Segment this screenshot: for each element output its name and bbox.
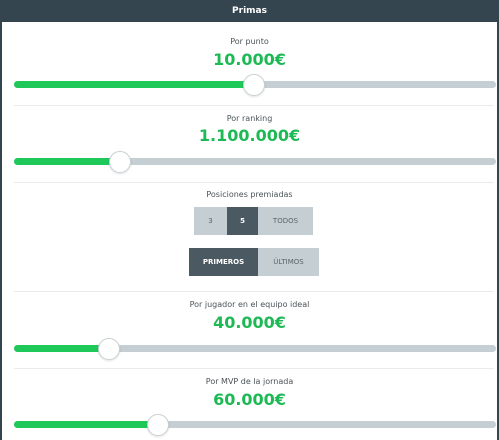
option-label: TODOS — [272, 217, 299, 225]
slider-fill — [14, 158, 121, 165]
header-title: Primas — [232, 6, 267, 16]
option-label: 3 — [208, 217, 213, 225]
posiciones-section: Posiciones premiadas 3 5 TODOS PRIMEROS … — [2, 183, 497, 291]
orden-option-ultimos[interactable]: ÚLTIMOS — [258, 248, 319, 276]
slider-track — [14, 345, 496, 352]
left-border — [0, 22, 2, 440]
por-jugador-value: 40.000€ — [213, 313, 286, 332]
posiciones-label: Posiciones premiadas — [206, 190, 293, 199]
posiciones-segmented-control: 3 5 TODOS — [194, 207, 313, 235]
option-label: PRIMEROS — [202, 258, 245, 266]
slider-fill — [14, 421, 159, 428]
option-label: 5 — [240, 217, 245, 225]
slider-thumb[interactable] — [243, 74, 266, 96]
slider-fill — [14, 81, 255, 88]
por-mvp-value: 60.000€ — [213, 390, 286, 409]
primas-header: Primas — [0, 0, 499, 22]
right-border — [497, 22, 499, 440]
por-jugador-slider[interactable] — [14, 338, 496, 360]
por-jugador-label: Por jugador en el equipo ideal — [189, 300, 310, 309]
por-punto-value: 10.000€ — [213, 50, 286, 69]
posiciones-option-todos[interactable]: TODOS — [258, 207, 313, 235]
slider-track — [14, 158, 496, 165]
divider — [14, 291, 494, 292]
posiciones-option-5[interactable]: 5 — [227, 207, 258, 235]
divider — [14, 105, 494, 106]
slider-thumb[interactable] — [109, 151, 132, 173]
por-mvp-slider[interactable] — [14, 414, 496, 436]
por-mvp-section: Por MVP de la jornada 60.000€ — [2, 369, 497, 440]
por-jugador-section: Por jugador en el equipo ideal 40.000€ — [2, 292, 497, 368]
divider — [14, 182, 494, 183]
slider-fill — [14, 345, 109, 352]
orden-segmented-control: PRIMEROS ÚLTIMOS — [189, 248, 319, 276]
slider-thumb[interactable] — [147, 414, 170, 436]
slider-thumb[interactable] — [97, 338, 120, 360]
por-ranking-label: Por ranking — [226, 114, 273, 123]
por-punto-label: Por punto — [230, 37, 269, 46]
option-label: ÚLTIMOS — [273, 258, 304, 266]
posiciones-option-3[interactable]: 3 — [194, 207, 227, 235]
por-punto-slider[interactable] — [14, 74, 496, 96]
por-ranking-section: Por ranking 1.100.000€ — [2, 106, 497, 182]
por-mvp-label: Por MVP de la jornada — [205, 377, 294, 386]
por-ranking-value: 1.100.000€ — [198, 126, 301, 145]
divider — [14, 368, 494, 369]
por-punto-section: Por punto 10.000€ — [2, 22, 497, 106]
orden-option-primeros[interactable]: PRIMEROS — [189, 248, 258, 276]
slider-track — [14, 421, 496, 428]
por-ranking-slider[interactable] — [14, 151, 496, 173]
